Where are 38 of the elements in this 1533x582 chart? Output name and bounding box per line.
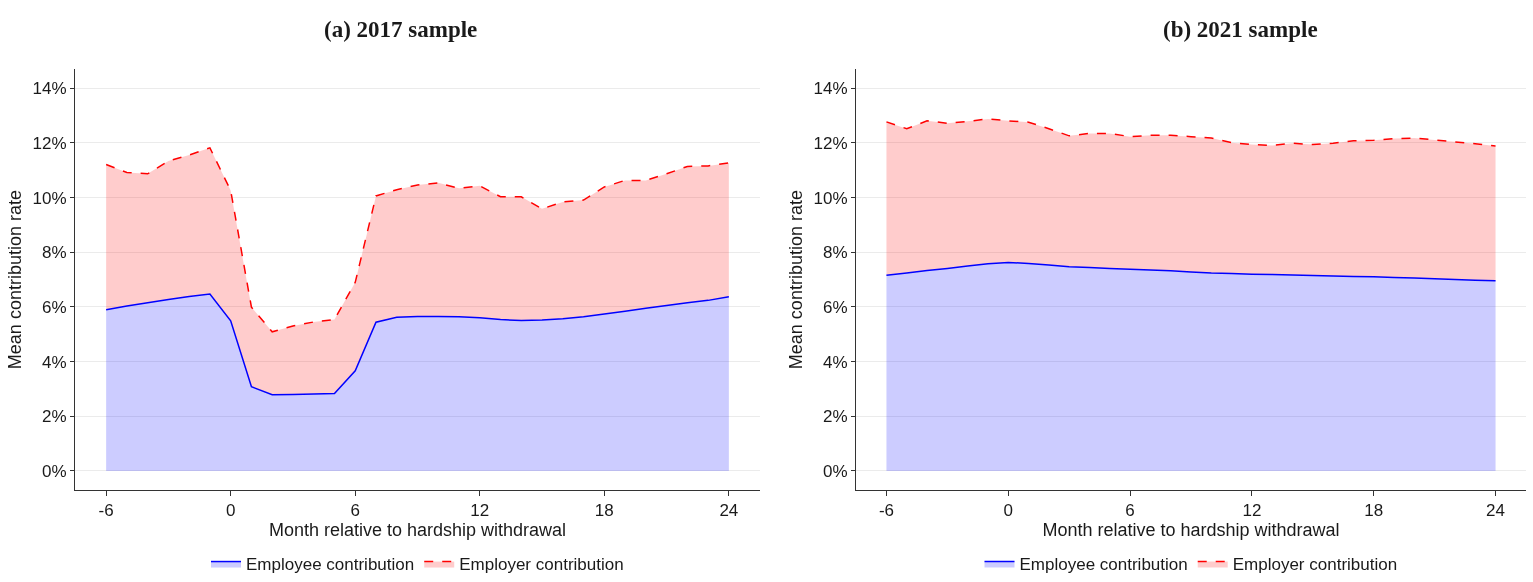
x-tick-label: 0 (1003, 501, 1013, 521)
x-tick-label: 12 (470, 501, 490, 521)
y-tick-label: 10% (813, 188, 848, 208)
chart-title: (a) 2017 sample (324, 17, 478, 42)
y-tick-label: 8% (823, 243, 848, 263)
y-tick-label: 12% (32, 133, 67, 153)
legend-label: Employer contribution (1232, 555, 1398, 575)
x-tick-label: 6 (350, 501, 360, 521)
x-tick-label: 18 (594, 501, 614, 521)
x-tick-label: 24 (719, 501, 739, 521)
y-tick-label: 4% (823, 352, 848, 372)
x-tick-label: 24 (1486, 501, 1506, 521)
x-tick-label: 18 (1364, 501, 1384, 521)
y-tick-label: 6% (823, 297, 848, 317)
x-tick-label: -6 (98, 501, 114, 521)
y-tick-label: 0% (42, 461, 67, 481)
y-tick-label: 12% (813, 133, 848, 153)
x-tick-label: 6 (1125, 501, 1135, 521)
chart-title: (b) 2021 sample (1163, 17, 1318, 42)
y-tick-label: 2% (823, 407, 848, 427)
y-axis-title: Mean contribution rate (4, 190, 25, 370)
y-tick-label: 14% (32, 79, 67, 99)
y-tick-label: 10% (32, 188, 67, 208)
y-tick-label: 14% (813, 79, 848, 99)
y-tick-label: 6% (42, 297, 67, 317)
y-tick-label: 0% (823, 461, 848, 481)
y-axis-title: Mean contribution rate (785, 190, 806, 370)
y-tick-label: 2% (42, 407, 67, 427)
x-axis-title: Month relative to hardship withdrawal (268, 520, 567, 541)
x-tick-label: 12 (1242, 501, 1262, 521)
legend-label: Employer contribution (459, 555, 624, 575)
x-tick-label: -6 (878, 501, 895, 521)
x-tick-label: 0 (225, 501, 236, 521)
legend-label: Employee contribution (1019, 555, 1188, 575)
x-axis-title: Month relative to hardship withdrawal (1042, 520, 1340, 541)
legend-label: Employee contribution (246, 555, 415, 575)
y-tick-label: 4% (42, 352, 67, 372)
y-tick-label: 8% (42, 243, 67, 263)
